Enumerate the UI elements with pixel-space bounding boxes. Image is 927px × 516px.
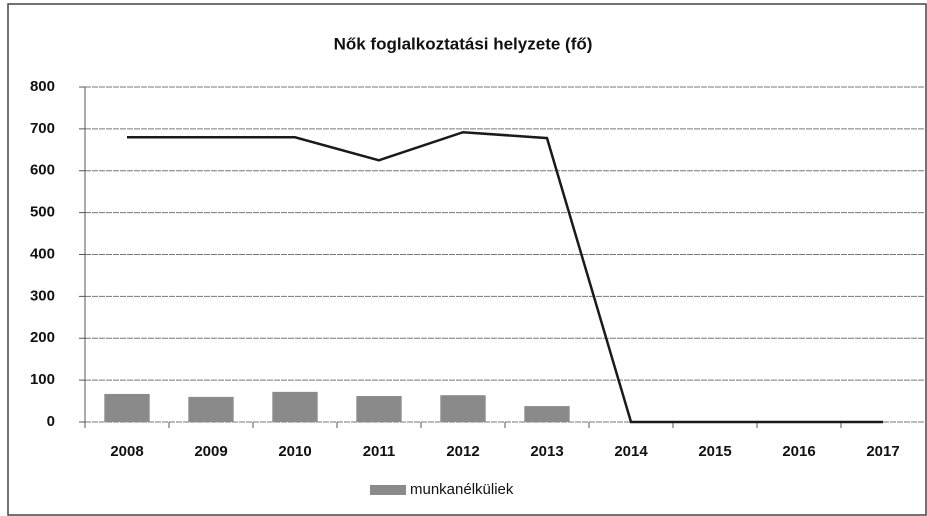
x-tick-label: 2012 — [446, 443, 479, 460]
y-tick-label: 200 — [30, 329, 55, 346]
bar — [104, 393, 150, 422]
y-tick-label: 500 — [30, 204, 55, 221]
x-tick-label: 2009 — [194, 443, 227, 460]
y-tick-label: 300 — [30, 287, 55, 304]
x-tick-label: 2010 — [278, 443, 311, 460]
bar — [356, 396, 402, 422]
x-tick-label: 2016 — [782, 443, 815, 460]
x-tick-label: 2014 — [614, 443, 648, 460]
legend-swatch — [370, 485, 406, 495]
y-tick-label: 700 — [30, 120, 55, 137]
y-tick-label: 100 — [30, 371, 55, 388]
bar — [524, 406, 570, 422]
y-tick-label: 400 — [30, 245, 55, 262]
legend-label: munkanélküliek — [410, 481, 514, 498]
line — [127, 130, 883, 424]
y-tick-label: 600 — [30, 162, 55, 179]
bar — [272, 391, 318, 422]
x-tick-label: 2008 — [110, 443, 143, 460]
bar — [188, 396, 234, 422]
x-tick-label: 2011 — [363, 443, 396, 460]
y-tick-label: 0 — [47, 413, 55, 430]
x-tick-label: 2013 — [530, 443, 563, 460]
chart-title: Nők foglalkoztatási helyzete (fő) — [334, 34, 593, 53]
bar — [440, 395, 486, 422]
chart-frame — [7, 3, 927, 516]
x-tick-label: 2015 — [698, 443, 731, 460]
y-tick-label: 800 — [30, 78, 55, 95]
x-tick-label: 2017 — [866, 443, 899, 460]
